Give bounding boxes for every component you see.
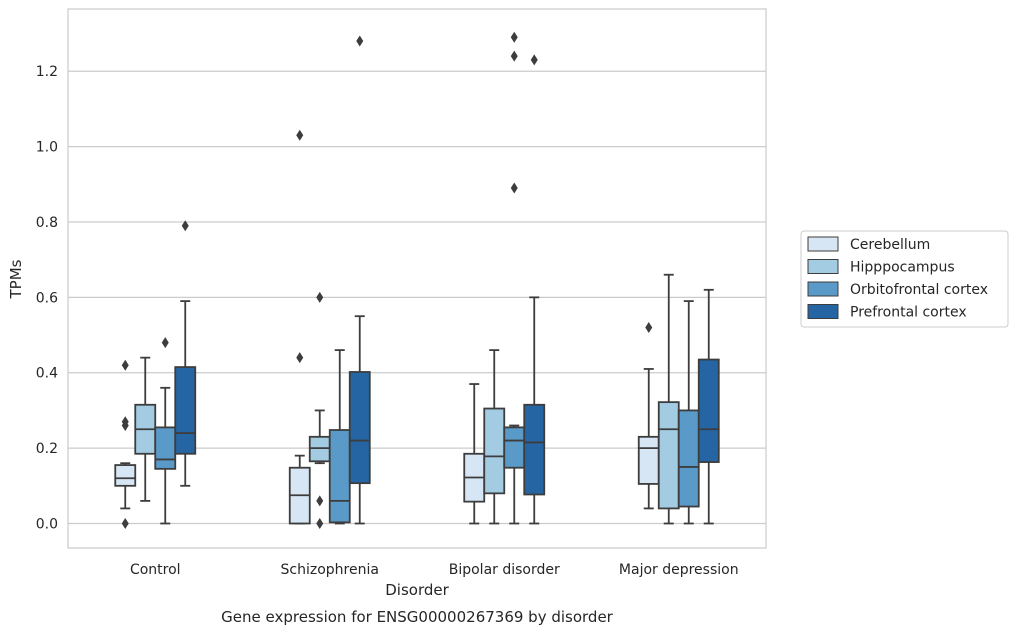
box <box>483 349 506 525</box>
box-iqr <box>697 358 720 463</box>
y-tick-label: 1.2 <box>36 64 58 80</box>
outlier-point <box>121 359 129 371</box>
box-iqr <box>523 403 546 496</box>
boxes <box>114 31 720 529</box>
outlier-point <box>510 50 518 62</box>
box <box>503 31 526 525</box>
legend-label: Cerebellum <box>850 237 930 253</box>
y-tick-label: 0.8 <box>36 215 58 231</box>
y-tick-label: 1.0 <box>36 140 58 156</box>
outlier-point <box>121 416 129 428</box>
outlier-point <box>645 322 653 333</box>
x-tick-label: Control <box>130 562 181 578</box>
outlier-point <box>316 291 324 303</box>
y-tick-label: 0.2 <box>36 441 58 457</box>
box-iqr <box>637 435 660 485</box>
box <box>288 129 311 525</box>
box-iqr <box>174 366 197 455</box>
box-iqr <box>503 426 526 469</box>
outlier-point <box>181 220 189 232</box>
outlier-point <box>356 35 364 47</box>
legend-swatch <box>807 259 839 274</box>
box-iqr <box>657 401 680 510</box>
box <box>523 54 546 525</box>
outlier-point <box>121 518 129 529</box>
box <box>637 322 660 510</box>
x-tick-labels: Control Schizophrenia Bipolar disorder Majo… <box>130 562 739 578</box>
box-iqr <box>483 407 506 495</box>
x-axis-label: Disorder <box>385 581 449 599</box>
legend: Cerebellum Hipppocampus Orbitofrontal cort… <box>800 230 1009 328</box>
box <box>114 359 137 529</box>
box-iqr <box>308 435 331 463</box>
outlier-point <box>510 31 518 43</box>
y-tick-label: 0.6 <box>36 290 58 306</box>
legend-label: Prefrontal cortex <box>850 305 967 321</box>
outlier-point <box>530 54 538 66</box>
legend-swatch <box>807 236 839 252</box>
x-tick-label: Schizophrenia <box>281 562 379 578</box>
outlier-point <box>316 495 324 507</box>
box <box>697 288 720 525</box>
y-tick-labels: 0.0 0.2 0.4 0.6 0.8 1.0 1.2 <box>36 64 58 532</box>
y-tick-label: 0.4 <box>36 366 58 382</box>
box <box>348 35 371 525</box>
legend-label: Orbitofrontal cortex <box>850 282 988 298</box>
legend-swatch <box>807 304 839 319</box>
box <box>308 291 331 529</box>
box <box>657 273 680 525</box>
box <box>154 337 177 525</box>
outlier-point <box>510 182 518 194</box>
box <box>328 349 351 525</box>
box <box>677 300 700 525</box>
plot-frame <box>67 8 767 549</box>
chart-title: Gene expression for ENSG00000267369 by d… <box>221 608 614 626</box>
outlier-point <box>296 352 304 364</box>
box-iqr <box>154 426 177 470</box>
box-iqr <box>348 371 371 485</box>
outlier-point <box>161 337 169 349</box>
legend-frame <box>800 230 1009 328</box>
y-axis-label: TPMs <box>7 259 25 299</box>
box <box>174 220 197 487</box>
box <box>134 356 157 502</box>
legend-swatch <box>807 281 839 297</box>
legend-label: Hipppocampus <box>850 260 955 276</box>
outlier-point <box>316 518 324 529</box>
box-iqr <box>677 409 700 508</box>
outlier-point <box>296 129 304 141</box>
y-tick-label: 0.0 <box>36 517 58 533</box>
x-tick-label: Major depression <box>619 562 739 578</box>
box-iqr <box>114 464 137 487</box>
box-iqr <box>328 429 351 524</box>
x-tick-label: Bipolar disorder <box>449 562 560 578</box>
box <box>463 383 486 525</box>
